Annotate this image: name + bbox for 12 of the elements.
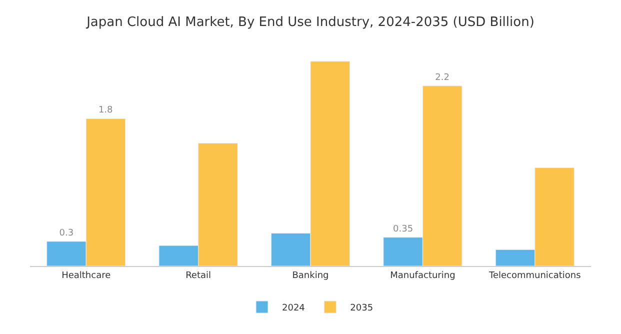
legend-label: 2035	[350, 304, 374, 314]
x-tick-label: Manufacturing	[390, 270, 456, 281]
x-tick-label: Healthcare	[62, 270, 112, 281]
data-label: 0.3	[59, 228, 74, 238]
data-label: 0.35	[393, 224, 414, 234]
data-label: 2.2	[435, 72, 450, 83]
x-tick-label: Telecommunications	[488, 270, 582, 281]
x-tick-label: Banking	[292, 270, 329, 281]
chart-title: Japan Cloud AI Market, By End Use Industry, 2024-2035 (USD Billion)	[86, 14, 534, 30]
data-label: 1.8	[98, 106, 114, 116]
x-tick-label: Retail	[186, 270, 212, 281]
legend-label: 2024	[282, 304, 306, 314]
